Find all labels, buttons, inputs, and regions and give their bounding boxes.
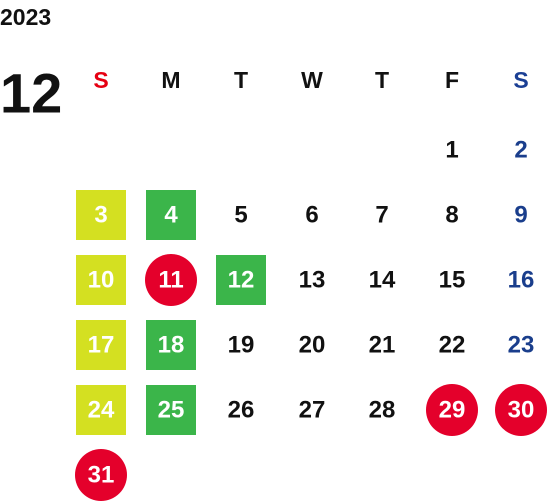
weekday-header: W	[301, 67, 323, 93]
day-highlight-circle	[495, 384, 547, 436]
day-highlight-square	[146, 385, 196, 435]
day: 2	[514, 137, 527, 164]
day-highlight-square	[76, 320, 126, 370]
weekday-header: T	[375, 67, 389, 93]
day: 10	[88, 267, 115, 294]
day-highlight-square	[76, 190, 126, 240]
day: 29	[439, 397, 466, 424]
day: 14	[369, 267, 396, 294]
day: 1	[445, 137, 458, 164]
day-highlight-circle	[426, 384, 478, 436]
day: 4	[164, 202, 178, 229]
day: 7	[375, 202, 388, 229]
day: 23	[508, 332, 535, 359]
day: 13	[299, 267, 326, 294]
day: 27	[299, 397, 326, 424]
day-highlight-circle	[75, 449, 127, 501]
day: 15	[439, 267, 466, 294]
day-highlight-square	[76, 255, 126, 305]
weekday-header: M	[161, 67, 180, 93]
day: 31	[88, 462, 115, 489]
weekday-header: S	[513, 67, 528, 93]
day-highlight-square	[146, 190, 196, 240]
day: 6	[305, 202, 318, 229]
weekday-header: S	[93, 67, 108, 93]
day: 16	[508, 267, 535, 294]
day: 17	[88, 332, 115, 359]
day: 3	[94, 202, 107, 229]
day: 24	[88, 397, 115, 424]
day: 26	[228, 397, 255, 424]
day: 21	[369, 332, 396, 359]
day: 20	[299, 332, 326, 359]
day: 9	[514, 202, 527, 229]
weekday-header: F	[445, 67, 459, 93]
day-highlight-square	[76, 385, 126, 435]
day: 11	[158, 267, 183, 294]
day-highlight-circle	[145, 254, 197, 306]
day: 8	[445, 202, 458, 229]
day: 28	[369, 397, 396, 424]
day-highlight-square	[216, 255, 266, 305]
day: 5	[234, 202, 247, 229]
day: 25	[158, 397, 185, 424]
day: 12	[228, 267, 255, 294]
year: 2023	[0, 4, 51, 30]
day: 19	[228, 332, 255, 359]
day-highlight-square	[146, 320, 196, 370]
month: 12	[0, 62, 62, 125]
day: 30	[508, 397, 535, 424]
weekday-header: T	[234, 67, 248, 93]
day: 22	[439, 332, 466, 359]
day: 18	[158, 332, 185, 359]
